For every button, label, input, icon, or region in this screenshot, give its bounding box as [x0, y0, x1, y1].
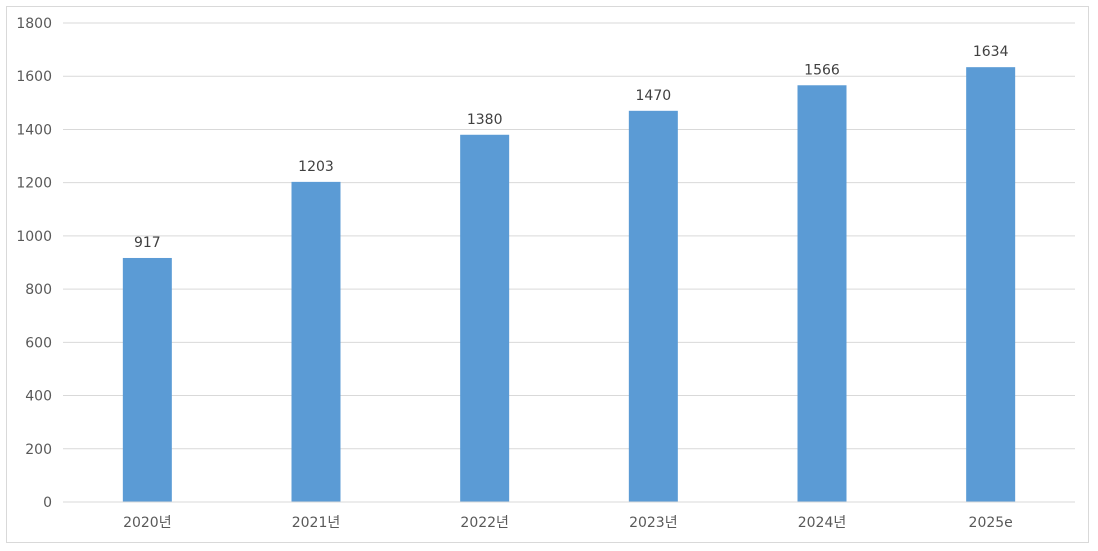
data-labels: 917 1203 1380 1470 1566 1634	[134, 44, 1009, 251]
y-tick-label: 1800	[16, 16, 52, 32]
y-tick-label: 0	[43, 495, 52, 511]
y-tick-label: 1200	[16, 176, 52, 192]
x-tick-label: 2025e	[969, 515, 1013, 531]
y-tick-label: 1000	[16, 229, 52, 245]
x-tick-label: 2020년	[123, 515, 172, 531]
bar	[966, 67, 1016, 503]
y-tick-label: 800	[25, 282, 52, 298]
data-label: 1380	[467, 112, 503, 128]
bars	[122, 67, 1016, 503]
data-label: 1470	[636, 88, 672, 104]
data-label: 1566	[804, 62, 840, 78]
x-tick-label: 2024년	[798, 515, 847, 531]
y-tick-label: 1400	[16, 122, 52, 138]
y-tick-label: 1600	[16, 69, 52, 85]
data-label: 1634	[973, 44, 1009, 60]
y-tick-label: 200	[25, 442, 52, 458]
data-label: 1203	[298, 159, 334, 175]
bar	[291, 181, 341, 502]
chart-frame	[6, 6, 1089, 543]
x-tick-label: 2023년	[629, 515, 678, 531]
bar	[628, 110, 678, 503]
bar	[460, 134, 510, 502]
y-tick-label: 600	[25, 335, 52, 351]
data-label: 917	[134, 235, 161, 251]
x-tick-label: 2021년	[292, 515, 341, 531]
x-tick-label: 2022년	[460, 515, 509, 531]
gridlines	[63, 22, 1075, 450]
y-tick-label: 400	[25, 389, 52, 405]
bar	[122, 257, 172, 502]
x-axis-ticks: 2020년 2021년 2022년 2023년 2024년 2025e	[123, 515, 1013, 531]
y-axis-ticks: 0 200 400 600 800 1000 1200 1400 1600 1800	[16, 16, 52, 511]
bar	[797, 85, 847, 503]
